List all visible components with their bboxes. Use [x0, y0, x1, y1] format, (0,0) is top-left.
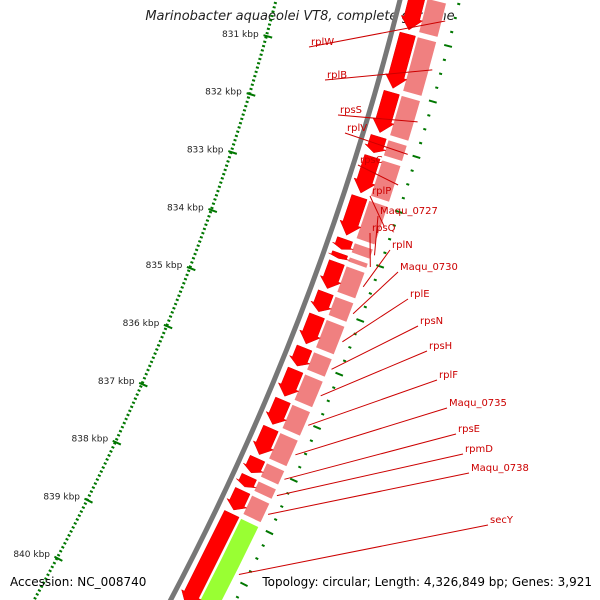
gene-arrow-Maqu_0738 [226, 486, 251, 511]
gene-arrow-rplF [265, 396, 291, 425]
gene-label-Maqu_0738: Maqu_0738 [471, 463, 529, 474]
gene-leader-secY [238, 524, 489, 575]
gene-leader-rpmD [276, 453, 464, 497]
scale-label: 840 kbp [13, 550, 50, 560]
scale-tick-major [227, 150, 238, 155]
map-title: Marinobacter aquaeolei VT8, complete gen… [145, 9, 455, 24]
scale-tick-major [112, 439, 122, 446]
gene-label-Maqu_0727: Maqu_0727 [380, 206, 438, 217]
gene-band-rplF [281, 403, 312, 438]
gene-leader-Maqu_0738 [267, 472, 470, 515]
gene-leader-Maqu_0730 [352, 271, 399, 315]
gene-leader-rpsN [331, 325, 419, 370]
gene-label-rplV: rplV [347, 123, 367, 134]
gene-band-rpmD [253, 480, 278, 501]
gene-band-Maqu_0730 [327, 295, 355, 324]
gene-band-rpsN [305, 350, 334, 379]
gene-labels: rplW rplB rpsS rplV rpsC rplP Maqu_0727 rpsQ rpl… [238, 20, 529, 575]
gene-band-rpsS [388, 94, 422, 142]
scale-label: 833 kbp [187, 146, 224, 156]
gene-arrow-rplE [299, 312, 325, 345]
scale-label: 832 kbp [205, 88, 242, 98]
scale-tick-major [138, 381, 148, 388]
gene-band-rplP [355, 199, 389, 246]
gene-arrow-rplN [319, 259, 345, 289]
scale-label: 831 kbp [222, 30, 259, 40]
scale-tick-major [163, 323, 173, 330]
gene-label-rplW: rplW [311, 37, 334, 48]
scale-label: 835 kbp [146, 261, 183, 271]
topology-summary: Topology: circular; Length: 4,326,849 bp… [262, 575, 592, 589]
gene-label-rpsE: rpsE [458, 424, 480, 435]
gene-leader-rpsH [320, 350, 428, 397]
gene-leader-rpsS [337, 114, 418, 123]
scale-tick-major [263, 34, 273, 39]
gene-leader-rplP [369, 195, 385, 227]
scale-tick-major [84, 497, 93, 504]
scale-label: 837 kbp [98, 377, 135, 387]
gene-band-rpsH [293, 373, 325, 409]
gene-leader-rplE [342, 298, 409, 343]
scale-label: 834 kbp [167, 203, 204, 213]
scale-label: 836 kbp [123, 319, 160, 329]
gene-label-rpsN: rpsN [420, 316, 443, 327]
gene-arrow-rplP [339, 194, 368, 236]
gene-track [167, 0, 448, 600]
gene-band-rplB [401, 36, 438, 98]
gene-leader-rpsC [357, 164, 399, 186]
gene-leader-rplV [344, 132, 408, 155]
gene-band-Maqu_0738 [242, 494, 271, 524]
gene-label-rpmD: rpmD [465, 444, 493, 455]
gene-arrow-rpsC [353, 154, 381, 194]
gene-label-rpsH: rpsH [429, 341, 452, 352]
gene-leader-rplW [308, 20, 446, 48]
gene-arrow-rpsN [288, 344, 313, 367]
gene-label-rplF: rplF [439, 370, 458, 381]
gene-band-rplN [336, 265, 366, 300]
gene-label-rpsS: rpsS [340, 105, 362, 116]
gene-leader-rplB [324, 69, 433, 81]
gene-leader-rplF [308, 379, 438, 426]
scale-label: 838 kbp [72, 435, 109, 445]
gene-band-rplW [417, 0, 448, 39]
scale-tick-major [53, 555, 63, 562]
scale-tick-major [186, 265, 196, 272]
gene-leader-Maqu_0735 [295, 407, 448, 456]
gene-band-secY [199, 517, 260, 600]
scale-tick-major [208, 208, 218, 213]
backbone-line [167, 0, 403, 600]
gene-leader-Maqu_0727 [374, 215, 379, 256]
gene-leader-rplN [362, 249, 391, 288]
gene-label-rpsC: rpsC [360, 155, 383, 166]
scale-ruler: 831 kbp 832 kbp 833 kbp 834 kbp 835 kbp 836 k… [13, 1, 461, 600]
gene-label-secY: secY [490, 515, 514, 526]
gene-label-rpsQ: rpsQ [372, 223, 396, 234]
gene-label-Maqu_0730: Maqu_0730 [400, 262, 458, 273]
gene-arrow-rpmD [236, 472, 257, 489]
gene-arrow-rpsH [277, 366, 304, 397]
accession-label: Accession: NC_008740 [10, 575, 147, 589]
gene-band-rpsC [369, 159, 402, 203]
gene-arrow-Maqu_0735 [252, 424, 279, 455]
scale-tick-major [246, 92, 256, 97]
gene-arrow-Maqu_0727 [332, 236, 354, 250]
gene-label-rplP: rplP [372, 186, 391, 197]
gene-band-rpsE [259, 461, 286, 486]
gene-arrow-Maqu_0730 [310, 289, 334, 312]
gene-band-Maqu_0735 [267, 431, 300, 468]
gene-label-rplB: rplB [327, 70, 347, 81]
gene-arrow-rpsE [243, 454, 266, 473]
gene-label-Maqu_0735: Maqu_0735 [449, 398, 507, 409]
gene-band-rplE [314, 318, 346, 356]
gene-arrow-rplW [400, 0, 425, 31]
gene-leader-rpsE [284, 433, 457, 480]
gene-arrow-secY [181, 510, 240, 600]
gene-label-rplN: rplN [392, 240, 413, 251]
gene-label-rplE: rplE [410, 289, 430, 300]
gene-arrow-rpsQ [328, 250, 350, 261]
scale-label: 839 kbp [43, 492, 80, 502]
gene-band-rpsQ [347, 256, 370, 270]
